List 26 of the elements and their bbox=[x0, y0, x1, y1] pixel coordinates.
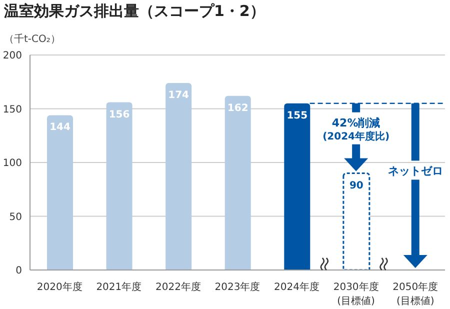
data-label: 174 bbox=[168, 90, 190, 101]
annotation: 42%削減 (2024年度比) bbox=[322, 116, 390, 142]
data-label: 155 bbox=[286, 110, 308, 122]
x-tick-label: 2022年度 bbox=[155, 281, 201, 293]
data-label: 156 bbox=[108, 109, 130, 120]
x-tick-label: 2020年度 bbox=[36, 281, 82, 293]
chart-title: 温室効果ガス排出量（スコープ1・2） bbox=[4, 2, 265, 21]
x-tick-label: 2050年度 (目標値) bbox=[392, 281, 438, 307]
y-tick-label: 100 bbox=[2, 158, 22, 170]
y-tick-label: 150 bbox=[2, 104, 22, 116]
bar bbox=[106, 102, 132, 270]
bar bbox=[47, 115, 73, 270]
y-tick-label: 50 bbox=[9, 212, 22, 223]
data-label: 162 bbox=[227, 102, 248, 114]
annotation: ネットゼロ bbox=[388, 164, 443, 178]
y-tick-label: 0 bbox=[16, 266, 22, 277]
data-label: 144 bbox=[50, 122, 70, 134]
y-tick-label: 200 bbox=[2, 50, 22, 62]
x-tick-label: 2021年度 bbox=[96, 281, 142, 293]
bar bbox=[224, 96, 251, 270]
data-label: 90 bbox=[349, 180, 364, 192]
bar bbox=[166, 82, 192, 270]
x-tick-label: 2023年度 bbox=[214, 281, 260, 293]
x-tick-label: 2030年度 (目標値) bbox=[333, 281, 379, 307]
y-axis-title: （千t-CO₂） bbox=[4, 32, 60, 46]
x-tick-label: 2024年度 bbox=[274, 281, 320, 293]
